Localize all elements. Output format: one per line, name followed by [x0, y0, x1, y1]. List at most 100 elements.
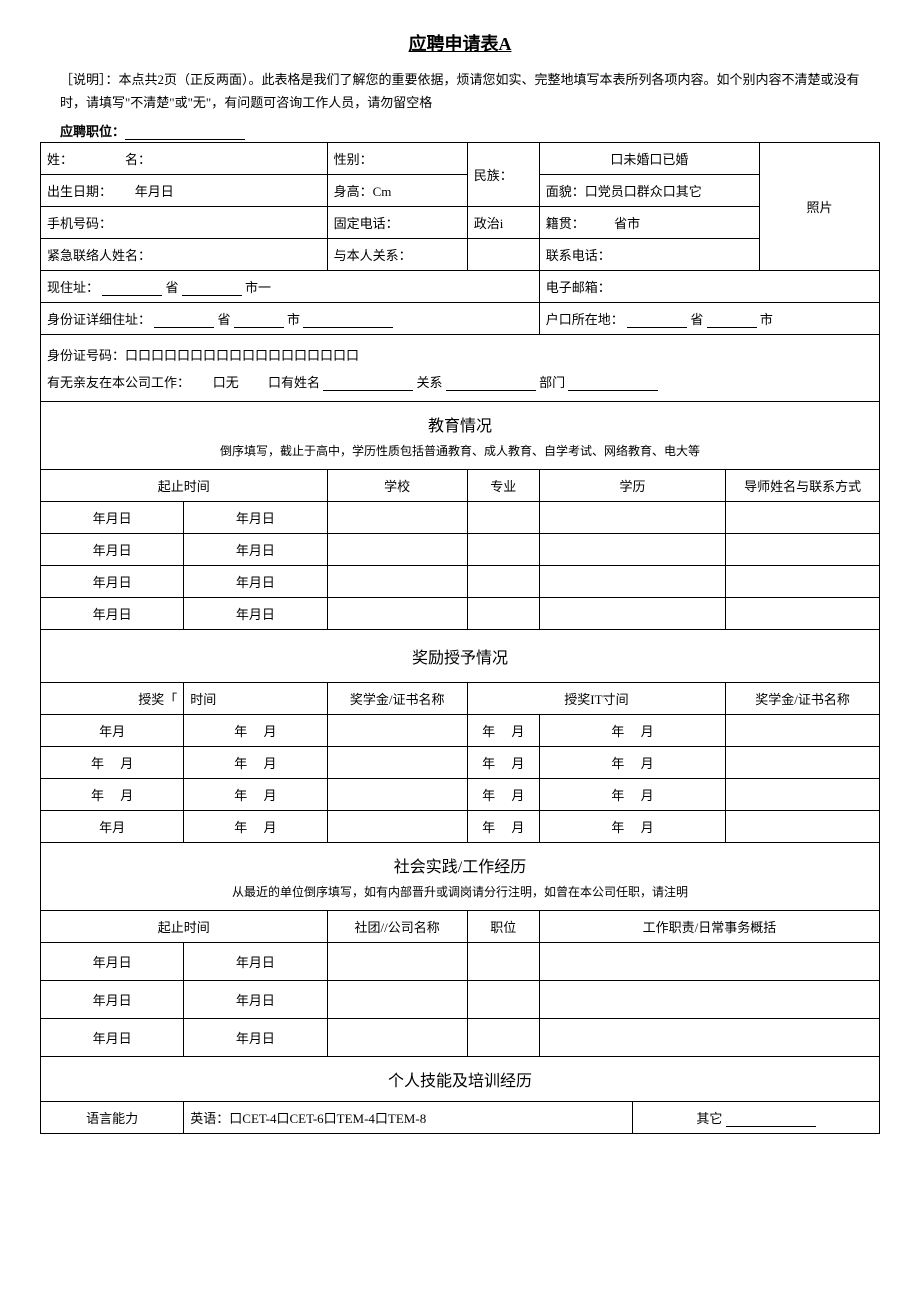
blank-rel-dept[interactable]: [568, 378, 658, 391]
award-3-c4[interactable]: 年 月: [467, 778, 539, 810]
edu-from-4[interactable]: 年月日: [41, 597, 184, 629]
blank-id-city[interactable]: [234, 315, 284, 328]
edu-to-2[interactable]: 年月日: [184, 533, 327, 565]
award-4-c1[interactable]: 年月: [41, 810, 184, 842]
award-2-c4[interactable]: 年 月: [467, 746, 539, 778]
award-4-c6[interactable]: [726, 810, 880, 842]
work-company-1[interactable]: [327, 942, 467, 980]
edu-advisor-2[interactable]: [726, 533, 880, 565]
edu-school-1[interactable]: [327, 501, 467, 533]
award-2-c1[interactable]: 年 月: [41, 746, 184, 778]
award-2-c2[interactable]: 年 月: [184, 746, 327, 778]
blank-hukou-prov[interactable]: [627, 315, 687, 328]
work-position-3[interactable]: [467, 1018, 539, 1056]
edu-school-3[interactable]: [327, 565, 467, 597]
blank-id-detail[interactable]: [303, 315, 393, 328]
edu-degree-4[interactable]: [539, 597, 725, 629]
cell-name[interactable]: 姓： 名：: [41, 142, 328, 174]
position-blank[interactable]: [125, 139, 245, 140]
blank-rel-name[interactable]: [323, 378, 413, 391]
cell-email[interactable]: 电子邮箱：: [539, 270, 879, 302]
cell-landline[interactable]: 固定电话：: [327, 206, 467, 238]
award-1-c3[interactable]: [327, 714, 467, 746]
edu-degree-1[interactable]: [539, 501, 725, 533]
work-duties-2[interactable]: [539, 980, 879, 1018]
cell-ethnicity[interactable]: 民族：: [467, 142, 539, 206]
cell-relationship[interactable]: 与本人关系：: [327, 238, 467, 270]
edu-degree-3[interactable]: [539, 565, 725, 597]
work-from-2[interactable]: 年月日: [41, 980, 184, 1018]
cell-photo[interactable]: 照片: [760, 142, 880, 270]
work-to-1[interactable]: 年月日: [184, 942, 327, 980]
edu-major-3[interactable]: [467, 565, 539, 597]
cell-marital[interactable]: 口未婚口已婚: [539, 142, 759, 174]
work-position-2[interactable]: [467, 980, 539, 1018]
blank-rel-rel[interactable]: [446, 378, 536, 391]
award-4-c3[interactable]: [327, 810, 467, 842]
edu-school-2[interactable]: [327, 533, 467, 565]
cell-mobile[interactable]: 手机号码：: [41, 206, 328, 238]
label-id-province: 省: [218, 312, 231, 327]
award-2-c3[interactable]: [327, 746, 467, 778]
work-duties-3[interactable]: [539, 1018, 879, 1056]
award-4-c4[interactable]: 年 月: [467, 810, 539, 842]
award-2-c6[interactable]: [726, 746, 880, 778]
work-to-3[interactable]: 年月日: [184, 1018, 327, 1056]
cell-emergency-name[interactable]: 紧急联络人姓名：: [41, 238, 328, 270]
cell-gender[interactable]: 性别：: [327, 142, 467, 174]
cell-height[interactable]: 身高：Cm: [327, 174, 467, 206]
cell-english[interactable]: 英语：口CET-4口CET-6口TEM-4口TEM-8: [184, 1101, 633, 1133]
edu-from-3[interactable]: 年月日: [41, 565, 184, 597]
cell-birthdate[interactable]: 出生日期： 年月日: [41, 174, 328, 206]
work-to-2[interactable]: 年月日: [184, 980, 327, 1018]
award-1-c1[interactable]: 年月: [41, 714, 184, 746]
edu-to-4[interactable]: 年月日: [184, 597, 327, 629]
edu-to-1[interactable]: 年月日: [184, 501, 327, 533]
award-4-c2[interactable]: 年 月: [184, 810, 327, 842]
work-company-3[interactable]: [327, 1018, 467, 1056]
blank-id-prov[interactable]: [154, 315, 214, 328]
cell-other-lang[interactable]: 其它: [632, 1101, 879, 1133]
award-1-c6[interactable]: [726, 714, 880, 746]
edu-from-2[interactable]: 年月日: [41, 533, 184, 565]
edu-major-1[interactable]: [467, 501, 539, 533]
work-from-3[interactable]: 年月日: [41, 1018, 184, 1056]
edu-row-1: 年月日 年月日: [41, 501, 880, 533]
cell-political-status[interactable]: 面貌：口党员口群众口其它: [539, 174, 759, 206]
row-education-cols: 起止时间 学校 专业 学历 导师姓名与联系方式: [41, 469, 880, 501]
edu-to-3[interactable]: 年月日: [184, 565, 327, 597]
edu-major-2[interactable]: [467, 533, 539, 565]
award-3-c2[interactable]: 年 月: [184, 778, 327, 810]
award-1-c5[interactable]: 年 月: [539, 714, 725, 746]
blank-province[interactable]: [102, 283, 162, 296]
award-4-c5[interactable]: 年 月: [539, 810, 725, 842]
edu-school-4[interactable]: [327, 597, 467, 629]
cell-contact-phone[interactable]: 联系电话：: [539, 238, 759, 270]
edu-advisor-3[interactable]: [726, 565, 880, 597]
cell-id-relatives[interactable]: 身份证号码：口口口口口口口口口口口口口口口口口口 有无亲友在本公司工作： 口无 …: [41, 334, 880, 401]
award-2-c5[interactable]: 年 月: [539, 746, 725, 778]
cell-hukou[interactable]: 户口所在地： 省 市: [539, 302, 879, 334]
award-3-c6[interactable]: [726, 778, 880, 810]
award-3-c3[interactable]: [327, 778, 467, 810]
cell-political[interactable]: 政治i: [467, 206, 539, 238]
award-3-c1[interactable]: 年 月: [41, 778, 184, 810]
award-1-c2[interactable]: 年 月: [184, 714, 327, 746]
cell-id-address[interactable]: 身份证详细住址： 省 市: [41, 302, 540, 334]
edu-major-4[interactable]: [467, 597, 539, 629]
work-duties-1[interactable]: [539, 942, 879, 980]
work-company-2[interactable]: [327, 980, 467, 1018]
work-from-1[interactable]: 年月日: [41, 942, 184, 980]
edu-advisor-4[interactable]: [726, 597, 880, 629]
blank-other-lang[interactable]: [726, 1114, 816, 1127]
blank-hukou-city[interactable]: [707, 315, 757, 328]
cell-native[interactable]: 籍贯： 省市: [539, 206, 759, 238]
award-3-c5[interactable]: 年 月: [539, 778, 725, 810]
cell-current-address[interactable]: 现住址： 省 市一: [41, 270, 540, 302]
edu-advisor-1[interactable]: [726, 501, 880, 533]
edu-degree-2[interactable]: [539, 533, 725, 565]
work-position-1[interactable]: [467, 942, 539, 980]
blank-city[interactable]: [182, 283, 242, 296]
award-1-c4[interactable]: 年 月: [467, 714, 539, 746]
edu-from-1[interactable]: 年月日: [41, 501, 184, 533]
